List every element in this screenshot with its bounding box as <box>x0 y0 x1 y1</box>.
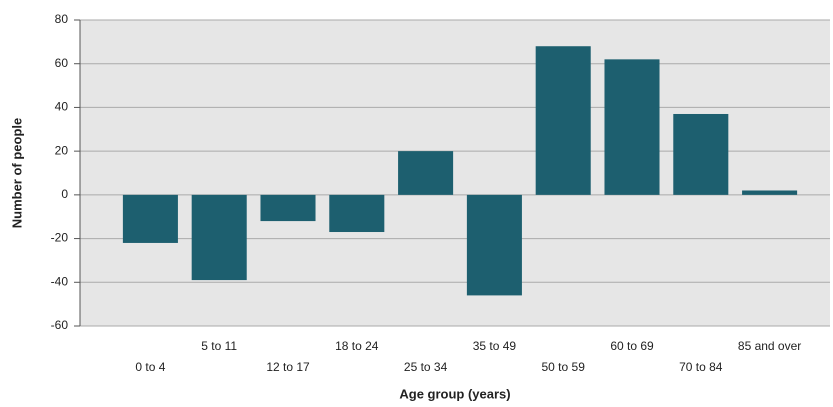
bar <box>466 194 522 296</box>
bar <box>535 46 591 195</box>
bar <box>260 194 316 222</box>
y-tick-label: 20 <box>55 143 69 157</box>
y-tick-label: -60 <box>51 318 69 332</box>
y-tick-label: 40 <box>55 100 69 114</box>
x-tick-label: 70 to 84 <box>679 360 723 374</box>
bar <box>398 151 454 195</box>
x-tick-label: 25 to 34 <box>404 360 448 374</box>
x-tick-label: 35 to 49 <box>473 339 517 353</box>
bar <box>673 113 729 195</box>
x-tick-label: 12 to 17 <box>266 360 310 374</box>
bar <box>191 194 247 281</box>
y-tick-label: 0 <box>61 187 68 201</box>
bar <box>122 194 178 243</box>
x-tick-label: 85 and over <box>738 339 801 353</box>
bar <box>604 59 660 195</box>
y-tick-label: -40 <box>51 274 69 288</box>
x-tick-label: 5 to 11 <box>201 339 237 353</box>
x-axis-title: Age group (years) <box>399 386 510 401</box>
x-tick-label: 50 to 59 <box>542 360 586 374</box>
y-tick-label: -20 <box>51 231 69 245</box>
y-tick-label: 60 <box>55 56 69 70</box>
x-tick-label: 60 to 69 <box>610 339 654 353</box>
x-tick-label: 18 to 24 <box>335 339 379 353</box>
x-tick-label: 0 to 4 <box>135 360 165 374</box>
y-axis-title: Number of people <box>9 118 24 229</box>
y-tick-label: 80 <box>55 12 69 26</box>
bar <box>329 194 385 233</box>
bar <box>742 190 798 195</box>
